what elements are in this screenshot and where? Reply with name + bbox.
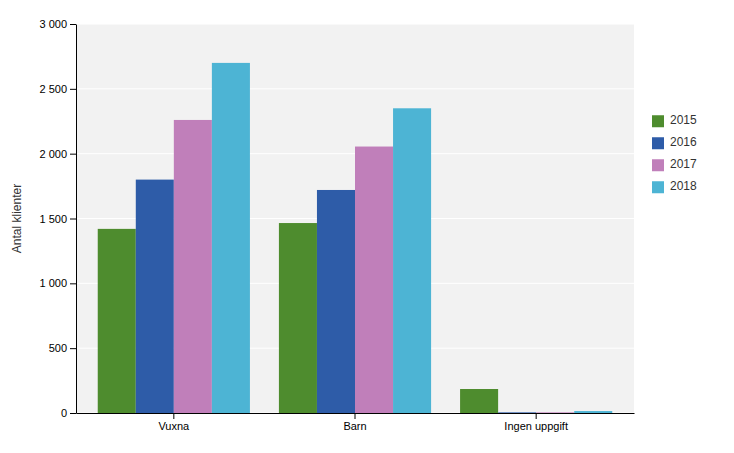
x-tick-label: Barn [343, 420, 366, 432]
legend-swatch [652, 137, 664, 149]
y-axis: 0 500 1 000 1 500 2 000 2 500 3 000 [39, 18, 76, 419]
x-axis: Vuxna Barn Ingen uppgift [77, 413, 635, 432]
legend-label: 2018 [670, 179, 697, 193]
x-tick: Vuxna [158, 413, 190, 432]
bar [460, 389, 498, 413]
y-tick-label: 500 [49, 342, 67, 354]
y-axis-title: Antal klienter [10, 184, 24, 253]
y-tick-mark [70, 219, 76, 220]
legend-item: 2018 [652, 179, 697, 193]
y-tick: 2 500 [39, 83, 76, 95]
bar [98, 229, 136, 413]
y-tick-mark [70, 283, 76, 284]
grid [76, 24, 634, 413]
y-tick-mark [70, 348, 76, 349]
legend-swatch [652, 181, 664, 193]
bar [536, 412, 574, 413]
legend: 2015 2016 2017 2018 [652, 113, 697, 193]
chart-svg: 0 500 1 000 1 500 2 000 2 500 3 000 Vuxna Barn In… [0, 0, 734, 453]
x-tick-mark [173, 413, 174, 419]
x-tick: Ingen uppgift [504, 413, 568, 432]
y-axis-line [76, 25, 77, 414]
background [0, 0, 734, 453]
bar [136, 180, 174, 413]
legend-item: 2016 [652, 135, 697, 149]
bar [212, 63, 250, 413]
bar [393, 108, 431, 413]
legend-item: 2015 [652, 113, 697, 127]
legend-swatch [652, 159, 664, 171]
x-tick-mark [536, 413, 537, 419]
y-tick-mark [70, 413, 76, 414]
bar [355, 147, 393, 413]
legend-label: 2016 [670, 135, 697, 149]
y-tick-label: 1 500 [39, 213, 67, 225]
legend-label: 2015 [670, 113, 697, 127]
plot: 0 500 1 000 1 500 2 000 2 500 3 000 Vuxna Barn In… [39, 18, 634, 432]
x-tick-label: Ingen uppgift [504, 420, 568, 432]
y-tick: 1 500 [39, 213, 76, 225]
x-tick: Barn [343, 413, 366, 432]
bars [98, 63, 613, 413]
y-tick-mark [70, 154, 76, 155]
grid-line [76, 24, 634, 25]
legend-item: 2017 [652, 157, 697, 171]
y-tick: 2 000 [39, 148, 76, 160]
x-tick-label: Vuxna [158, 420, 190, 432]
x-tick-mark [355, 413, 356, 419]
bar [498, 412, 536, 413]
bar [279, 223, 317, 413]
bar [317, 190, 355, 413]
y-tick-label: 2 000 [39, 148, 67, 160]
y-tick: 500 [49, 342, 76, 354]
legend-label: 2017 [670, 157, 697, 171]
y-tick-label: 1 000 [39, 277, 67, 289]
y-tick: 0 [61, 407, 76, 419]
bar [574, 411, 612, 413]
bar [174, 120, 212, 413]
bar-series [212, 63, 612, 413]
y-tick-label: 2 500 [39, 83, 67, 95]
y-tick-mark [70, 24, 76, 25]
y-tick-label: 3 000 [39, 18, 67, 30]
grid-line [76, 88, 634, 89]
y-tick: 1 000 [39, 277, 76, 289]
plot-background [76, 24, 634, 413]
legend-swatch [652, 115, 664, 127]
y-tick-label: 0 [61, 407, 67, 419]
y-tick: 3 000 [39, 18, 76, 30]
y-tick-mark [70, 89, 76, 90]
